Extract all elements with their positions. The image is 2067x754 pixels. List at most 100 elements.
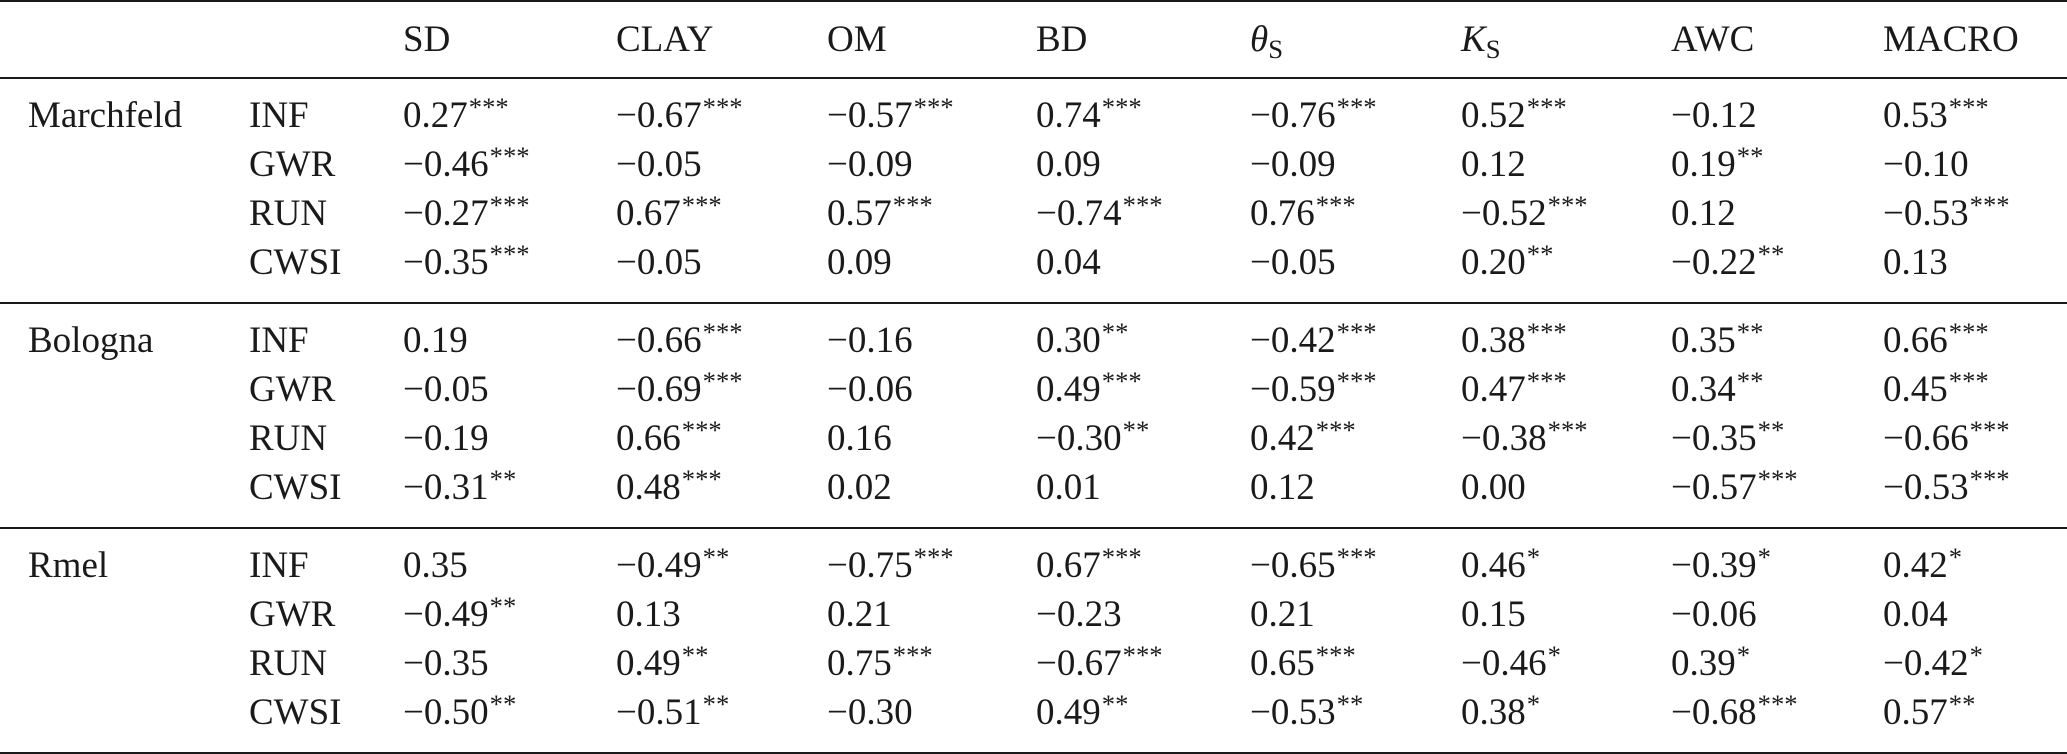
table-cell: 0.57***: [827, 189, 933, 241]
cell-value: 0.42: [1250, 418, 1315, 459]
cell-value: −0.74: [1036, 193, 1122, 234]
cell-value: −0.53: [1883, 467, 1969, 508]
cell-value: −0.67: [616, 95, 702, 136]
table-cell: 0.38*: [1461, 688, 1540, 740]
table-row: Rmel INF 0.35 −0.49** −0.75*** 0.67*** −0.65**…: [0, 541, 2067, 590]
table-cell: −0.76***: [1250, 91, 1377, 143]
table-cell: 0.21: [1250, 590, 1315, 639]
cell-value: 0.19: [403, 320, 468, 361]
cell-value: 0.12: [1250, 467, 1315, 508]
significance-stars: ***: [913, 541, 954, 572]
cell-value: −0.57: [827, 95, 913, 136]
column-header: KS: [1461, 2, 1501, 80]
cell-value: 0.02: [827, 467, 892, 508]
cell-value: 0.01: [1036, 467, 1101, 508]
table-cell: 0.74***: [1036, 91, 1142, 143]
cell-value: −0.27: [403, 193, 489, 234]
table-cell: −0.49**: [616, 541, 729, 593]
site-label: Rmel: [28, 545, 109, 586]
significance-stars: ***: [702, 91, 743, 122]
table-cell: −0.05: [403, 365, 489, 414]
significance-stars: **: [1736, 140, 1764, 171]
significance-stars: ***: [1336, 91, 1377, 122]
significance-stars: **: [1736, 365, 1764, 396]
group-rule: [0, 302, 2067, 304]
significance-stars: **: [1101, 316, 1129, 347]
cell-value: −0.51: [616, 692, 702, 733]
site-label: Marchfeld: [28, 95, 183, 136]
cell-value: 0.53: [1883, 95, 1948, 136]
cell-value: −0.35: [1671, 418, 1757, 459]
table-cell: −0.30: [827, 688, 913, 737]
significance-stars: **: [489, 463, 517, 494]
cell-value: −0.35: [403, 643, 489, 684]
cell-value: −0.42: [1250, 320, 1336, 361]
column-header-label: OM: [827, 19, 887, 60]
cell-value: 0.46: [1461, 545, 1526, 586]
significance-stars: *: [1526, 688, 1541, 719]
cell-value: −0.69: [616, 369, 702, 410]
column-header-label: BD: [1036, 19, 1088, 60]
cell-value: −0.06: [1671, 594, 1757, 635]
table-cell: 0.42***: [1250, 414, 1356, 466]
significance-stars: ***: [1757, 463, 1798, 494]
cell-value: 0.21: [827, 594, 892, 635]
cell-value: 0.09: [827, 242, 892, 283]
table-cell: 0.12: [1671, 189, 1736, 238]
significance-stars: ***: [1948, 365, 1989, 396]
table-cell: −0.66***: [1883, 414, 2010, 466]
table-row: GWR −0.49** 0.13 0.21 −0.23 0.21 0.15 −0.06 0.04: [0, 590, 2067, 639]
significance-stars: ***: [1969, 189, 2010, 220]
significance-stars: ***: [681, 463, 722, 494]
table-cell: 0.16: [827, 414, 892, 463]
cell-value: 0.20: [1461, 242, 1526, 283]
cell-value: 0.30: [1036, 320, 1101, 361]
significance-stars: ***: [681, 189, 722, 220]
cell-value: −0.05: [616, 242, 702, 283]
table-cell: 0.75***: [827, 639, 933, 691]
cell-value: −0.30: [827, 692, 913, 733]
significance-stars: *: [1547, 639, 1561, 670]
cell-value: 0.13: [1883, 242, 1948, 283]
significance-stars: ***: [1101, 541, 1142, 572]
group-rule: [0, 527, 2067, 529]
cell-value: −0.38: [1461, 418, 1547, 459]
table-row: RUN −0.35 0.49** 0.75*** −0.67*** 0.65*** −0.4…: [0, 639, 2067, 688]
table-cell: −0.50**: [403, 688, 516, 740]
significance-stars: **: [1526, 238, 1554, 269]
significance-stars: **: [702, 541, 730, 572]
column-header-label: MACRO: [1883, 19, 2019, 60]
table-cell: −0.35***: [403, 238, 530, 290]
significance-stars: *: [1757, 541, 1771, 572]
table-cell: −0.68***: [1671, 688, 1798, 740]
cell-value: −0.46: [1461, 643, 1547, 684]
table-cell: 0.09: [1036, 140, 1101, 189]
header-row: SD CLAY OM BD θS KS AWC MACRO: [0, 2, 2067, 77]
cell-value: 0.42: [1883, 545, 1948, 586]
significance-stars: **: [702, 688, 730, 719]
cell-value: −0.65: [1250, 545, 1336, 586]
variable-label: INF: [249, 95, 309, 136]
table-cell: 0.09: [827, 238, 892, 287]
significance-stars: ***: [1101, 365, 1142, 396]
table-cell: −0.05: [616, 238, 702, 287]
table-cell: 0.38***: [1461, 316, 1567, 368]
table-cell: 0.45***: [1883, 365, 1989, 417]
column-header-label: SD: [403, 19, 451, 60]
variable-label: CWSI: [249, 242, 342, 283]
table-cell: −0.12: [1671, 91, 1757, 140]
variable-label: INF: [249, 320, 309, 361]
column-header: OM: [827, 2, 887, 77]
table-cell: −0.05: [1250, 238, 1336, 287]
table-cell: 0.76***: [1250, 189, 1356, 241]
cell-value: 0.76: [1250, 193, 1315, 234]
significance-stars: **: [1336, 688, 1364, 719]
cell-value: 0.35: [1671, 320, 1736, 361]
significance-stars: ***: [1336, 316, 1377, 347]
table-cell: 0.65***: [1250, 639, 1356, 691]
column-header-label: θ: [1250, 19, 1269, 60]
table-cell: −0.52***: [1461, 189, 1588, 241]
table-cell: −0.16: [827, 316, 913, 365]
cell-value: 0.12: [1671, 193, 1736, 234]
